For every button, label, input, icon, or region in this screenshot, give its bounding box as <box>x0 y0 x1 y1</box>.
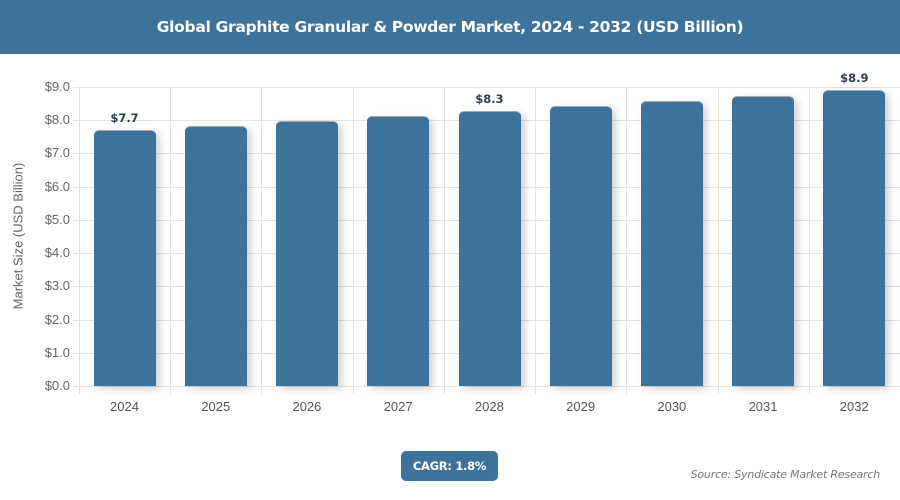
bar-2024[interactable] <box>93 130 156 386</box>
gridline-vertical <box>79 87 80 394</box>
cagr-badge: CAGR: 1.8% <box>401 451 498 481</box>
y-tick-label: $1.0 <box>44 344 70 360</box>
y-tick-label: $4.0 <box>44 245 70 261</box>
gridline-vertical <box>170 87 172 394</box>
bar-2032[interactable] <box>823 90 886 386</box>
gridline-vertical <box>443 87 445 394</box>
x-tick-label: 2031 <box>748 399 778 414</box>
x-tick-label: 2028 <box>474 399 504 414</box>
chart-header: Global Graphite Granular & Powder Market… <box>0 0 900 54</box>
y-tick-label: $8.0 <box>44 112 70 128</box>
data-label: $7.7 <box>110 111 139 126</box>
x-tick-label: 2024 <box>110 399 139 414</box>
bar-2026[interactable] <box>276 120 339 386</box>
gridline-vertical <box>626 87 628 394</box>
gridline-vertical <box>535 87 537 394</box>
plot-area <box>73 87 900 394</box>
chart-title: Global Graphite Granular & Powder Market… <box>156 18 744 36</box>
y-tick-label: $5.0 <box>44 211 70 227</box>
source-note: Source: Syndicate Market Research <box>690 468 881 481</box>
x-tick-label: 2032 <box>839 399 869 414</box>
y-tick-label: $2.0 <box>44 311 70 327</box>
gridline-vertical <box>261 87 263 394</box>
bar-2028[interactable] <box>458 111 521 386</box>
bar-2027[interactable] <box>367 115 430 386</box>
bar-2030[interactable] <box>640 101 703 386</box>
x-tick-label: 2025 <box>201 399 231 414</box>
y-tick-label: $9.0 <box>44 79 70 94</box>
bar-2029[interactable] <box>549 106 612 386</box>
gridline-vertical <box>352 87 354 394</box>
gridline-horizontal <box>73 386 900 387</box>
gridline-vertical <box>808 87 810 394</box>
data-label: $8.9 <box>840 71 869 86</box>
bar-2025[interactable] <box>184 125 247 386</box>
bar-2031[interactable] <box>732 96 795 386</box>
y-tick-label: $3.0 <box>44 278 70 294</box>
gridline-vertical <box>717 87 719 394</box>
y-tick-label: $0.0 <box>44 378 70 393</box>
x-tick-label: 2030 <box>657 399 687 414</box>
x-tick-label: 2027 <box>383 399 413 414</box>
y-tick-label: $6.0 <box>44 178 70 194</box>
gridline-horizontal <box>73 87 900 88</box>
data-label: $8.3 <box>475 92 504 107</box>
x-tick-label: 2026 <box>292 399 322 414</box>
x-tick-label: 2029 <box>566 399 596 414</box>
y-tick-label: $7.0 <box>44 145 70 161</box>
